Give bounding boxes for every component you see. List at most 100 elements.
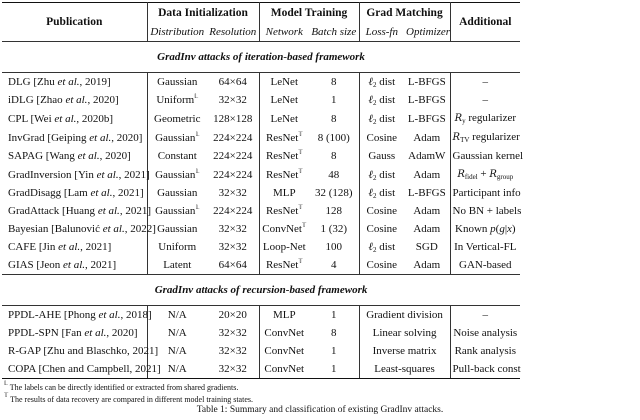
cell-text: – (482, 76, 489, 88)
cell-publication: GradAttack [Huang et al., 2021] (2, 202, 151, 220)
cell-network: ResNet𝕋 (259, 147, 309, 165)
cell-publication: Bayesian [Balunović et al., 2022] (2, 220, 156, 238)
cell-distribution: Uniform (147, 238, 207, 256)
footnote-marker: 𝕃 (195, 168, 200, 175)
cell-publication: GradInversion [Yin et al., 2021] (2, 165, 150, 184)
subheader-batch-size: Batch size (309, 22, 360, 42)
cell-optimizer: Adam (404, 220, 451, 238)
cell-text: ) (511, 223, 516, 235)
cell-text: regularizer (469, 131, 520, 143)
cell-text: , 2021] (112, 187, 144, 199)
header-data-initialization: Data Initialization (147, 2, 260, 22)
cell-text: ResNet (265, 168, 299, 181)
cell-batch-size: 32 (128) (309, 184, 360, 202)
header-additional: Additional (450, 2, 521, 42)
cell-distribution: Constant (147, 147, 207, 165)
cell-text: Gaussian (157, 187, 198, 199)
cell-text: , 2019] (79, 76, 111, 88)
cell-text: dist (376, 76, 396, 88)
cell-loss-fn: ℓ2 dist (359, 165, 404, 184)
cell-resolution: 32×32 (207, 184, 260, 202)
cell-publication: PPDL-SPN [Fan et al., 2020] (2, 324, 148, 342)
cell-distribution: Gaussian (147, 220, 207, 238)
cell-grad-matching: Linear solving (359, 324, 451, 342)
cell-network: MLP (259, 305, 310, 324)
cell-publication: R-GAP [Zhu and Blaschko, 2021] (2, 342, 158, 360)
cell-text: ℓ (368, 168, 373, 181)
cell-text: 8 (331, 112, 337, 125)
cell-publication: SAPAG [Wang et al., 2020] (2, 147, 148, 165)
footnote-marker: 𝕋 (298, 131, 303, 138)
section-title: GradInv attacks of recursion-based frame… (2, 274, 521, 306)
cell-text: N/A (167, 345, 187, 357)
cell-additional: – (450, 91, 520, 109)
cell-text: Rank analysis (454, 345, 516, 357)
cell-resolution: 224×224 (207, 147, 260, 165)
table-row: PPDL-AHE [Phong et al., 2018] N/A 20×20 MLP… (2, 305, 521, 324)
cell-text: R (457, 169, 465, 180)
cell-text: et al. (84, 327, 107, 339)
cell-text: , 2020] (87, 94, 119, 106)
cell-text: Adam (413, 223, 441, 235)
cell-text: MLP (272, 309, 296, 321)
cell-batch-size: 8 (309, 147, 360, 165)
cell-text: N/A (167, 363, 187, 375)
cell-text: 128×128 (213, 112, 253, 125)
cell-text: R (489, 169, 497, 180)
cell-text: InvGrad [Geiping (8, 131, 90, 144)
cell-text: – (482, 94, 489, 106)
subheader-resolution: Resolution (207, 22, 260, 42)
cell-text: CAFE [Jin (8, 241, 59, 253)
cell-text: 32×32 (218, 327, 247, 339)
cell-text: ResNet (265, 150, 299, 162)
subheader-network: Network (265, 25, 303, 38)
cell-distribution: Gaussian (147, 72, 207, 91)
cell-text: Participant info (452, 187, 521, 199)
cell-text: 20×20 (218, 309, 247, 321)
footnote-marker: 𝕋 (298, 150, 303, 156)
cell-network: ConvNet𝕋 (259, 220, 309, 238)
section-title-row: GradInv attacks of iteration-based frame… (2, 41, 521, 73)
footnote-marker: 𝕃 (194, 94, 199, 100)
cell-additional: RTV regularizer (450, 128, 520, 147)
cell-additional: Rank analysis (450, 342, 520, 360)
cell-loss-fn: Cosine (359, 202, 404, 220)
cell-text: L-BFGS (407, 94, 446, 106)
cell-additional: Pull-back const (450, 360, 521, 379)
cell-text: Gaussian (157, 223, 198, 235)
cell-additional: Ry regularizer (450, 109, 520, 128)
cell-text: 8 (331, 327, 337, 339)
cell-text: LeNet (270, 94, 298, 106)
table-row: CPL [Wei et al., 2020b] Geometric 128×128 L… (2, 109, 520, 128)
cell-text: dist (376, 187, 396, 199)
cell-text: Cosine (366, 205, 398, 217)
cell-publication: CPL [Wei et al., 2020b] (2, 109, 148, 128)
cell-text: et al. (57, 76, 80, 88)
cell-text: et al. (77, 150, 100, 162)
cell-text: L-BFGS (407, 112, 446, 125)
cell-text: 1 (331, 345, 337, 357)
cell-text: 128 (325, 205, 343, 217)
cell-text: TV (460, 136, 470, 144)
cell-text: p (490, 223, 496, 235)
cell-resolution: 224×224 (207, 128, 260, 147)
cell-publication: PPDL-AHE [Phong et al., 2018] (2, 305, 152, 324)
cell-text: Known (455, 223, 491, 235)
cell-text: 224×224 (213, 150, 253, 162)
footnotes: 𝕃 The labels can be directly identified … (2, 381, 520, 406)
footnote-marker: 𝕋 (302, 223, 307, 229)
cell-distribution: Uniform𝕃 (147, 91, 207, 109)
cell-optimizer: Adam (404, 128, 451, 147)
cell-distribution: Gaussian𝕃 (147, 165, 207, 184)
cell-text: Uniform (156, 94, 195, 106)
cell-text: 48 (328, 168, 340, 181)
cell-additional: GAN-based (450, 256, 520, 275)
table-row: GradInversion [Yin et al., 2021] Gaussian… (2, 165, 520, 184)
cell-text: , 2021] (119, 205, 151, 217)
cell-text: 2 (373, 81, 377, 89)
cell-distribution: N/A (147, 324, 207, 342)
cell-text: dist (376, 112, 396, 125)
subheader-distribution: Distribution (150, 25, 205, 38)
gradinv-summary-table: Publication Data Initialization Model Tr… (2, 2, 523, 379)
cell-text: , 2021] (80, 241, 112, 253)
